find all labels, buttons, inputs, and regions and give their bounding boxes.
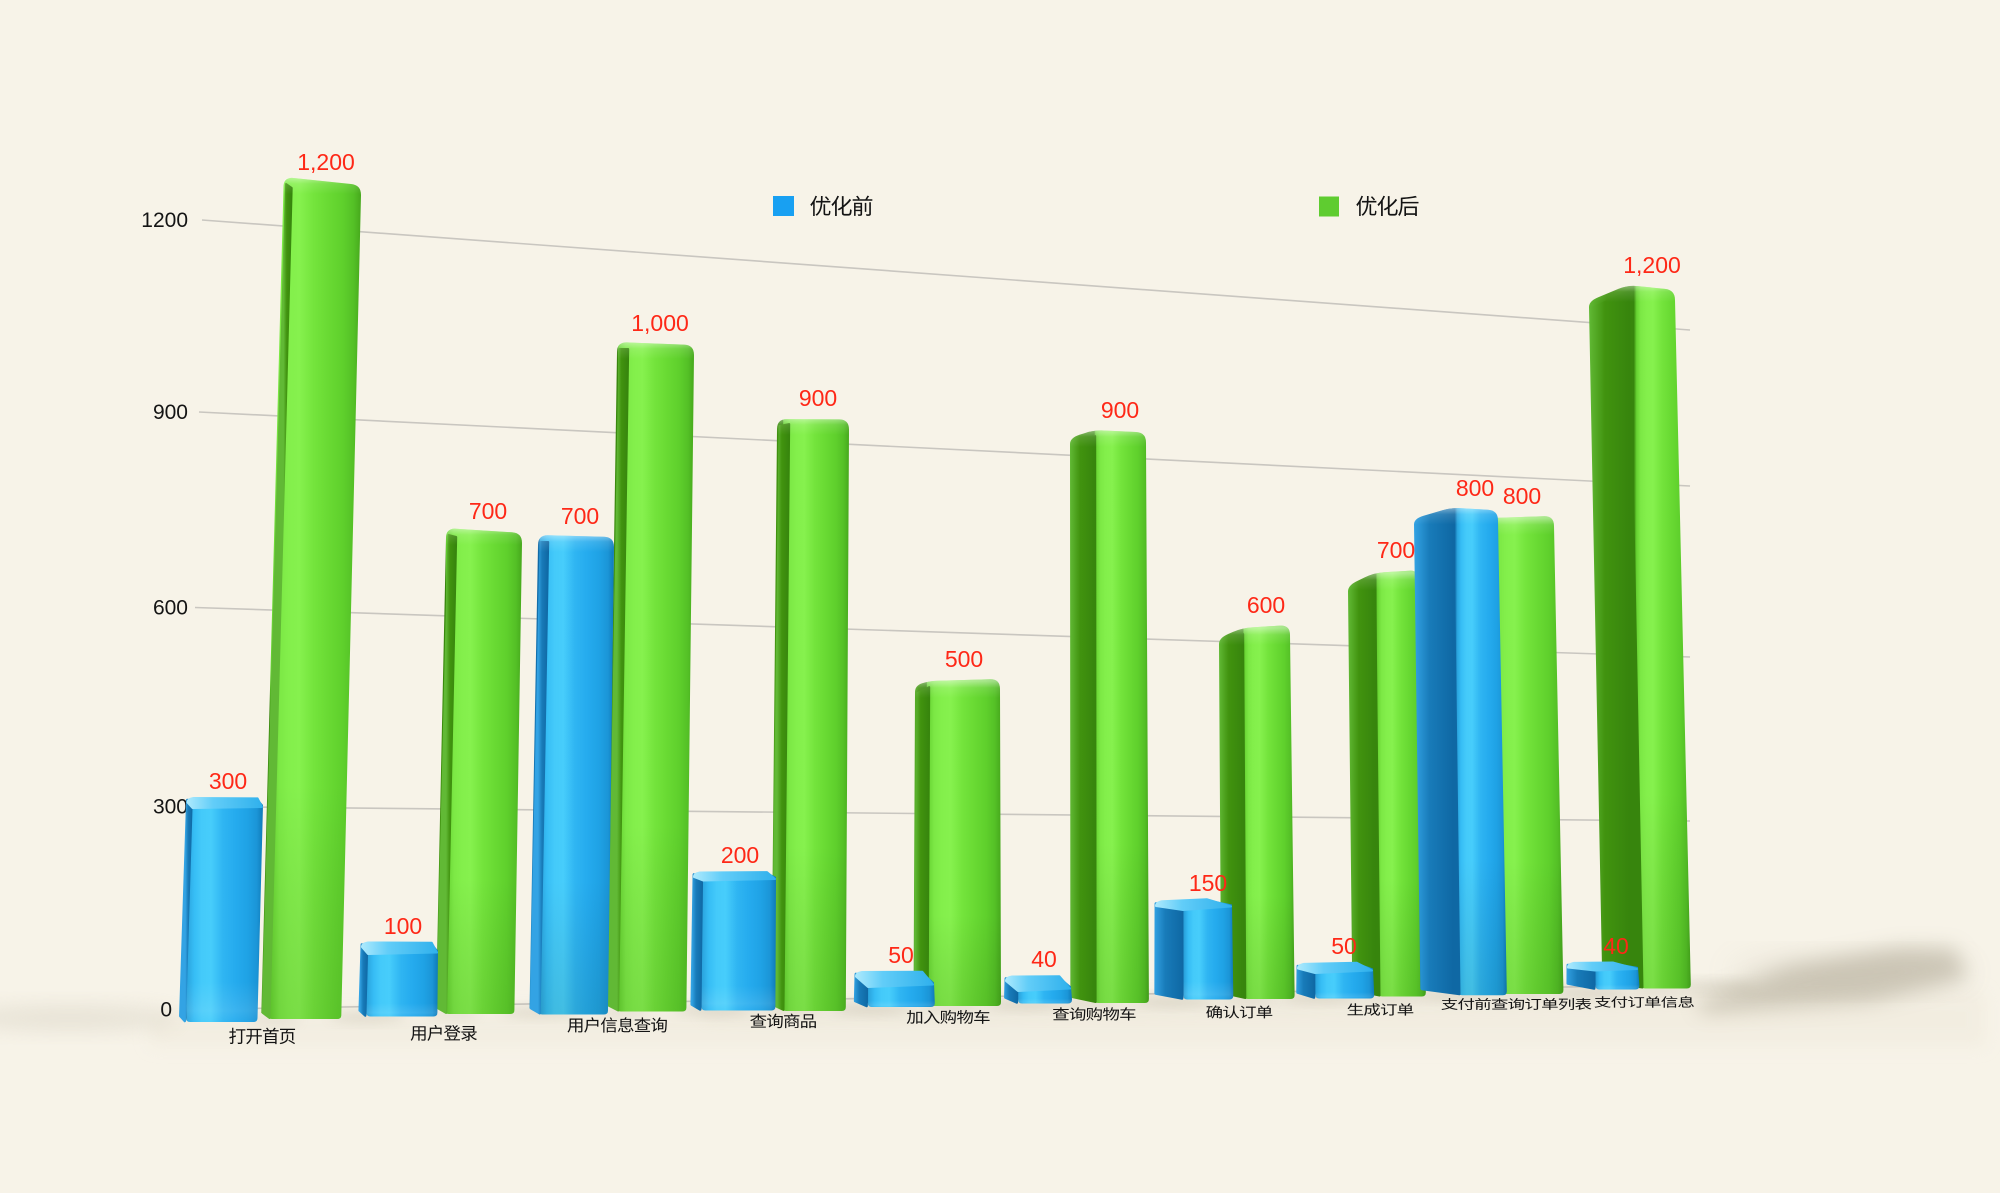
svg-text:800: 800 <box>1456 475 1494 501</box>
svg-text:700: 700 <box>561 503 599 529</box>
svg-text:300: 300 <box>153 796 188 819</box>
svg-text:1,000: 1,000 <box>631 310 689 336</box>
svg-text:900: 900 <box>799 385 837 411</box>
svg-text:40: 40 <box>1603 933 1629 959</box>
svg-text:700: 700 <box>1377 537 1415 563</box>
svg-text:50: 50 <box>1331 933 1357 959</box>
svg-text:600: 600 <box>153 597 188 620</box>
svg-text:900: 900 <box>153 401 188 424</box>
svg-text:700: 700 <box>469 498 507 524</box>
svg-text:40: 40 <box>1031 946 1057 972</box>
svg-text:50: 50 <box>888 942 914 968</box>
svg-text:300: 300 <box>209 768 247 794</box>
svg-text:1,200: 1,200 <box>1623 252 1681 278</box>
svg-text:200: 200 <box>721 842 759 868</box>
svg-text:100: 100 <box>384 913 422 939</box>
svg-text:150: 150 <box>1189 870 1227 896</box>
svg-text:600: 600 <box>1247 592 1285 618</box>
svg-text:1200: 1200 <box>141 209 188 232</box>
svg-text:1,200: 1,200 <box>297 149 355 175</box>
svg-text:900: 900 <box>1101 397 1139 423</box>
svg-text:800: 800 <box>1503 483 1541 509</box>
svg-text:0: 0 <box>160 999 172 1022</box>
svg-text:500: 500 <box>945 646 983 672</box>
